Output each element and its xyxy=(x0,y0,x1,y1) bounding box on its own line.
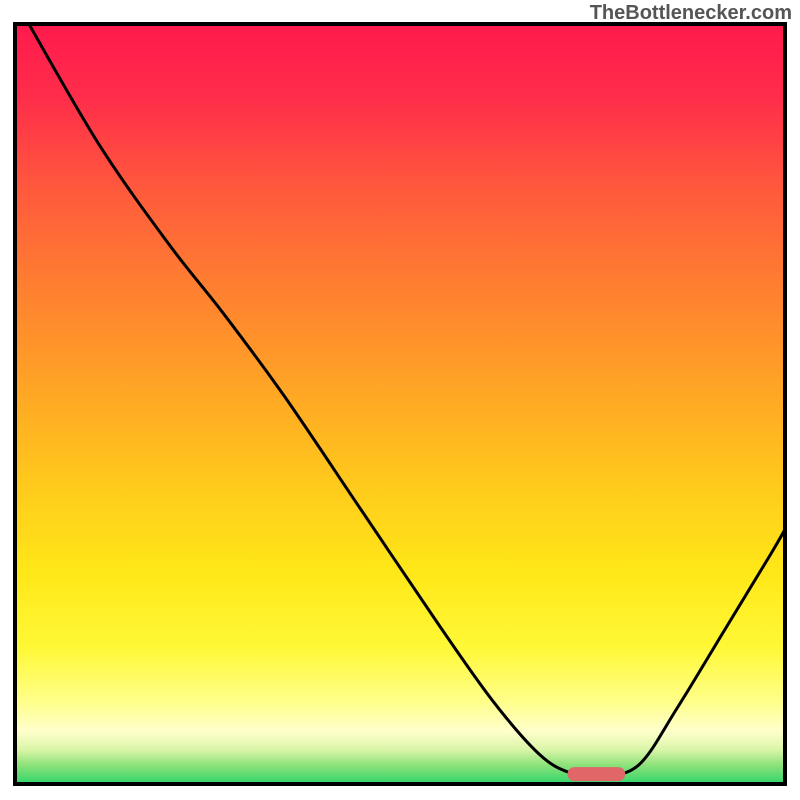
watermark-text: TheBottlenecker.com xyxy=(590,2,792,25)
bottleneck-chart: TheBottlenecker.com xyxy=(0,0,800,800)
chart-svg xyxy=(0,0,800,800)
plot-background xyxy=(15,24,785,784)
optimal-marker xyxy=(567,767,625,781)
